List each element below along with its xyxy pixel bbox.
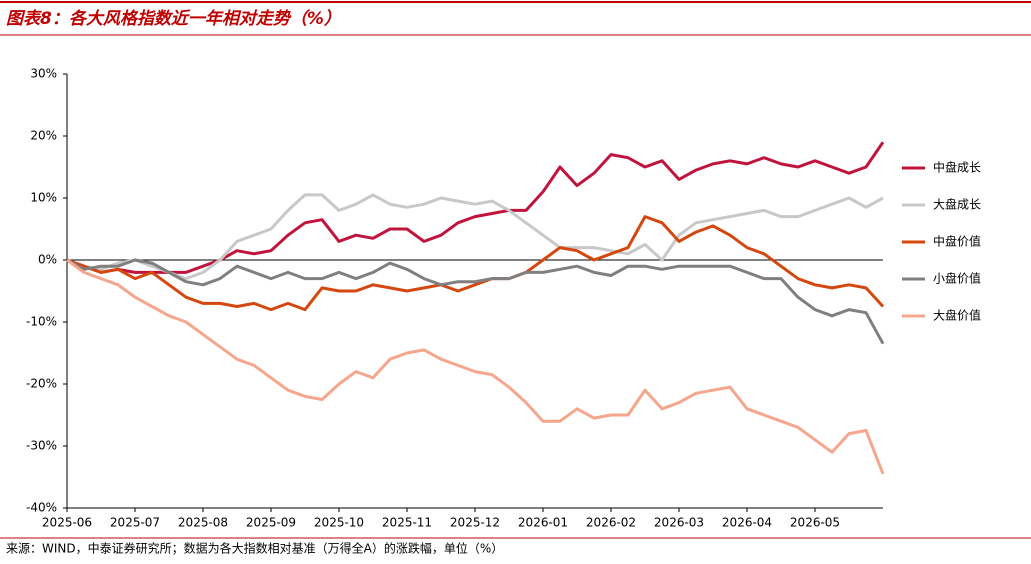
series-line [66, 141, 885, 274]
x-tick-label: 2025-12 [450, 516, 500, 530]
x-tick-label: 2025-10 [314, 516, 364, 530]
x-tick-label: 2026-02 [586, 516, 636, 530]
legend-label: 大盘成长 [933, 197, 981, 212]
x-tick-label: 2026-05 [790, 516, 840, 530]
legend-label: 中盘成长 [933, 160, 981, 175]
legend-label: 中盘价值 [933, 234, 981, 249]
x-tick-label: 2025-11 [382, 516, 432, 530]
source-note: 来源：WIND，中泰证券研究所；数据为各大指数相对基准（万得全A）的涨跌幅，单位… [6, 541, 503, 556]
y-tick-label: -30% [26, 439, 57, 453]
y-tick-label: -10% [26, 315, 57, 329]
y-tick-label: 30% [30, 67, 57, 81]
x-tick-label: 2025-07 [110, 516, 160, 530]
legend-label: 大盘价值 [933, 308, 981, 323]
x-tick-label: 2025-08 [178, 516, 228, 530]
series-line [66, 258, 885, 475]
y-tick-label: 0% [38, 253, 57, 267]
x-tick-label: 2026-03 [654, 516, 704, 530]
x-tick-label: 2026-01 [518, 516, 568, 530]
y-tick-label: 20% [30, 129, 57, 143]
x-tick-label: 2025-09 [246, 516, 296, 530]
y-tick-label: -20% [26, 377, 57, 391]
series-line [66, 258, 885, 345]
x-tick-label: 2025-06 [42, 516, 92, 530]
legend-label: 小盘价值 [933, 271, 981, 286]
y-tick-label: 10% [30, 191, 57, 205]
y-tick-label: -40% [26, 501, 57, 515]
chart-title: 图表8：各大风格指数近一年相对走势（%） [6, 9, 341, 29]
x-tick-label: 2026-04 [722, 516, 772, 530]
series-line [66, 193, 884, 281]
series-line [66, 215, 885, 312]
